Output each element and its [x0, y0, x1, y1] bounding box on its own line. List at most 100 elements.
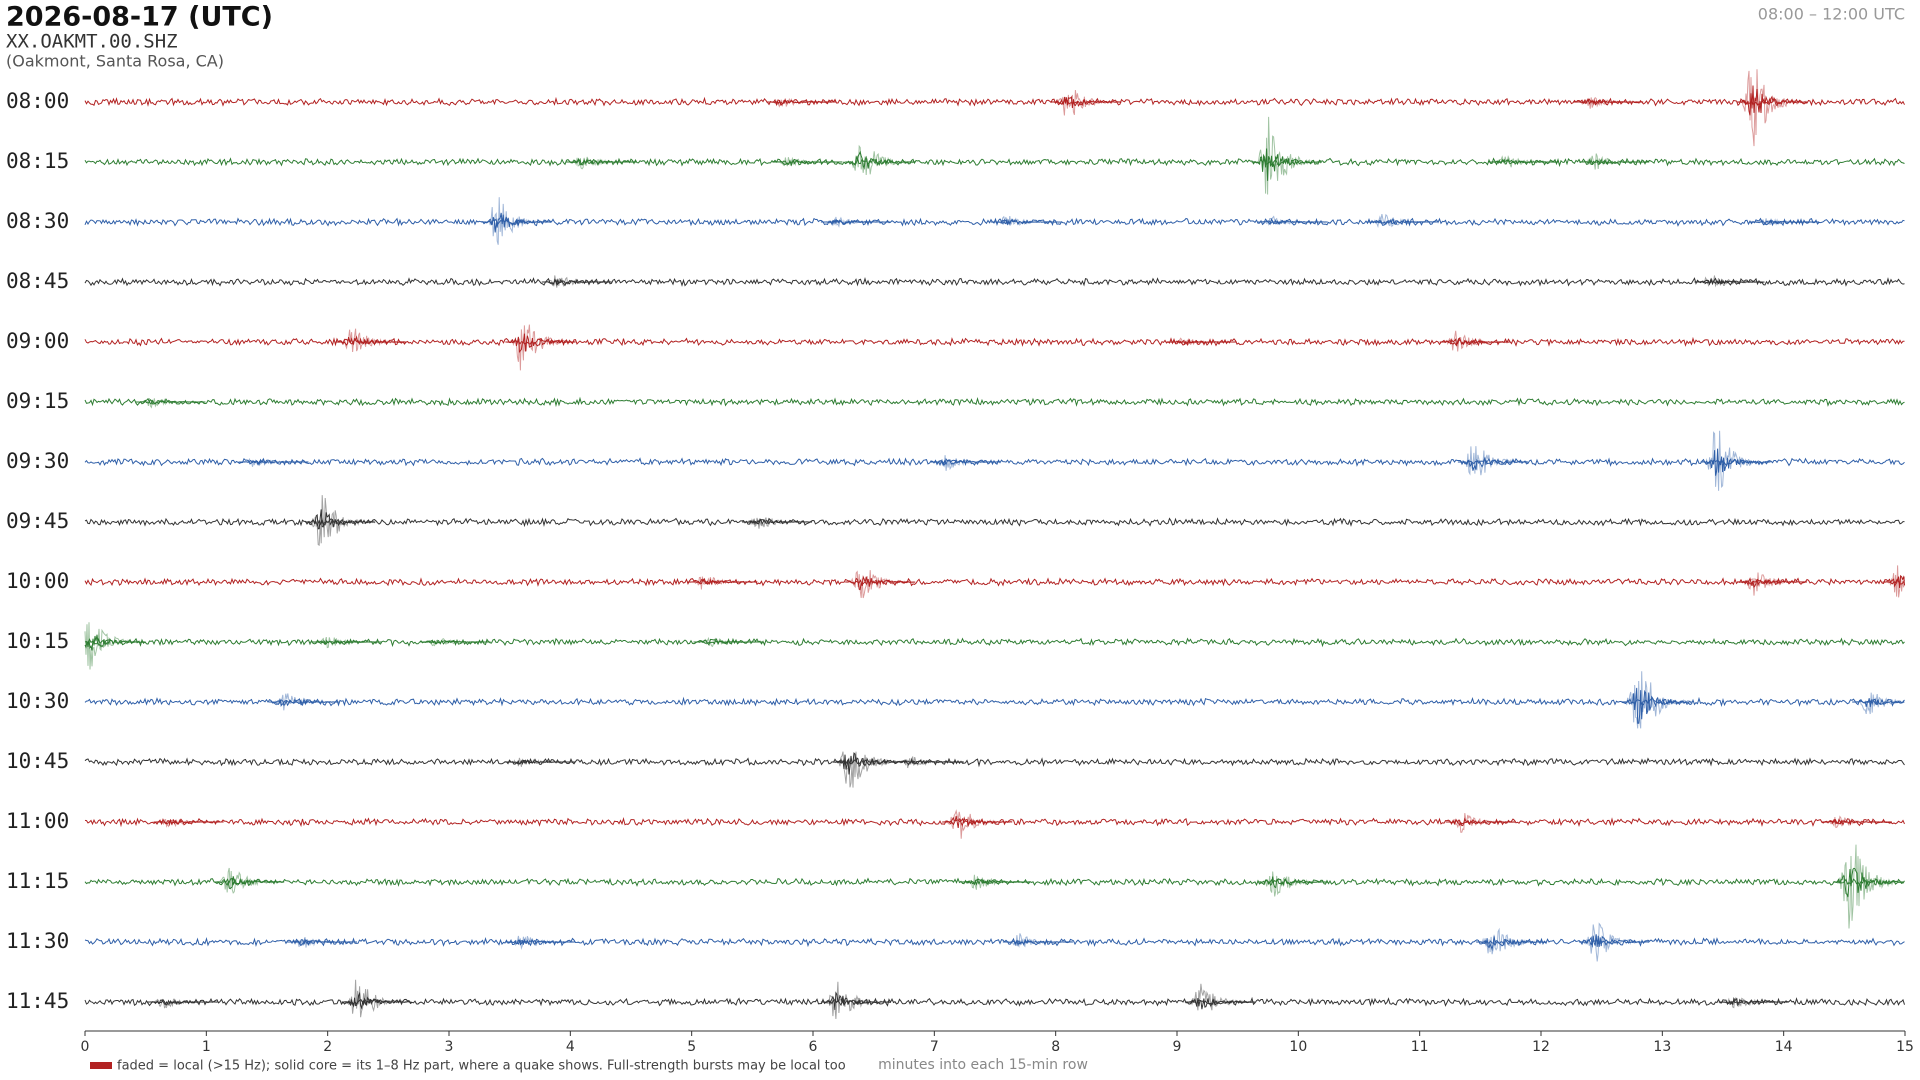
- row-label: 09:45: [6, 509, 69, 533]
- burst-local: [1621, 671, 1693, 729]
- burst-core: [1439, 337, 1510, 347]
- burst-core: [742, 518, 813, 526]
- row-label: 10:45: [6, 749, 69, 773]
- legend-text: faded = local (>15 Hz); solid core = its…: [117, 1059, 846, 1074]
- burst-core: [930, 457, 1001, 467]
- noise-trace: [84, 577, 1905, 587]
- x-tick-label: 9: [1173, 1039, 1182, 1055]
- burst-local: [305, 495, 376, 547]
- noise-trace: [84, 157, 1905, 168]
- noise-trace: [84, 276, 1905, 287]
- burst-local: [1051, 89, 1122, 116]
- burst-core: [505, 939, 576, 946]
- row-label: 09:00: [6, 329, 69, 353]
- burst-core: [845, 150, 916, 170]
- burst-core: [1251, 148, 1322, 181]
- burst-core: [1002, 938, 1073, 947]
- burst-core: [1579, 934, 1650, 948]
- burst-core: [305, 509, 376, 530]
- row-label: 08:30: [6, 209, 69, 233]
- burst-core: [1821, 818, 1892, 825]
- burst-core: [1737, 577, 1807, 588]
- x-tick-label: 6: [809, 1039, 818, 1055]
- row-label: 08:00: [6, 89, 69, 113]
- burst-local: [505, 324, 576, 371]
- burst-core: [84, 634, 146, 651]
- noise-trace: [84, 637, 1905, 648]
- burst-core: [214, 876, 285, 890]
- burst-local: [687, 576, 758, 590]
- burst-local: [335, 328, 406, 353]
- time-range: 08:00 – 12:00 UTC: [1758, 5, 1905, 24]
- noise-trace: [84, 757, 1905, 768]
- burst-core: [1257, 219, 1328, 225]
- burst-core: [1488, 158, 1559, 165]
- noise-trace: [84, 217, 1905, 227]
- x-tick-label: 3: [445, 1039, 454, 1055]
- burst-local: [1833, 844, 1905, 929]
- burst-core: [893, 757, 964, 766]
- burst-local: [832, 751, 904, 788]
- burst-core: [420, 639, 491, 645]
- row-label: 10:00: [6, 569, 69, 593]
- burst-core: [1457, 456, 1528, 471]
- burst-core: [833, 752, 904, 775]
- row-label: 11:00: [6, 809, 69, 833]
- noise-trace: [84, 517, 1905, 528]
- burst-core: [1737, 85, 1808, 116]
- burst-core: [153, 819, 224, 826]
- x-tick-label: 7: [930, 1039, 939, 1055]
- noise-trace: [84, 696, 1905, 707]
- burst-core: [1882, 574, 1906, 589]
- burst-core: [1700, 448, 1771, 476]
- burst-core: [693, 639, 764, 645]
- x-tick-label: 10: [1289, 1039, 1307, 1055]
- noise-trace: [84, 877, 1905, 887]
- burst-core: [820, 218, 891, 225]
- burst-core: [1694, 278, 1765, 285]
- burst-core: [960, 878, 1031, 886]
- x-tick-label: 4: [566, 1039, 575, 1055]
- burst-core: [1051, 96, 1122, 109]
- row-label: 09:30: [6, 449, 69, 473]
- burst-core: [287, 938, 357, 946]
- burst-core: [268, 698, 339, 706]
- row-label: 10:15: [6, 629, 69, 653]
- noise-trace: [84, 396, 1905, 408]
- x-tick-label: 12: [1532, 1039, 1550, 1055]
- burst-core: [135, 399, 206, 405]
- row-label: 11:30: [6, 929, 69, 953]
- burst-core: [687, 577, 758, 586]
- burst-core: [1166, 339, 1237, 345]
- burst-core: [1573, 98, 1644, 106]
- station: XX.OAKMT.00.SHZ: [6, 31, 178, 53]
- burst-core: [1366, 218, 1437, 226]
- row-label: 09:15: [6, 389, 69, 413]
- burst-local: [1257, 871, 1328, 897]
- burst-core: [1852, 698, 1905, 708]
- burst-core: [1718, 996, 1789, 1007]
- noise-trace: [84, 996, 1905, 1008]
- burst-local: [341, 979, 412, 1018]
- burst-core: [1749, 219, 1820, 226]
- x-tick-label: 11: [1411, 1039, 1429, 1055]
- burst-core: [845, 575, 916, 591]
- burst-core: [1833, 867, 1905, 898]
- x-tick-label: 8: [1051, 1039, 1060, 1055]
- legend-swatch: [90, 1062, 112, 1069]
- burst-core: [311, 638, 382, 646]
- x-tick-label: 5: [687, 1039, 696, 1055]
- burst-core: [1579, 158, 1650, 165]
- row-label: 11:45: [6, 989, 69, 1013]
- burst-local: [1852, 692, 1905, 715]
- x-tick-label: 0: [81, 1039, 90, 1055]
- burst-core: [1621, 687, 1692, 724]
- burst-core: [1476, 936, 1547, 952]
- burst-core: [505, 333, 576, 354]
- burst-local: [84, 622, 146, 670]
- burst-local: [1184, 983, 1255, 1011]
- noise-trace: [84, 816, 1905, 828]
- burst-core: [147, 999, 218, 1005]
- burst-core: [335, 335, 406, 346]
